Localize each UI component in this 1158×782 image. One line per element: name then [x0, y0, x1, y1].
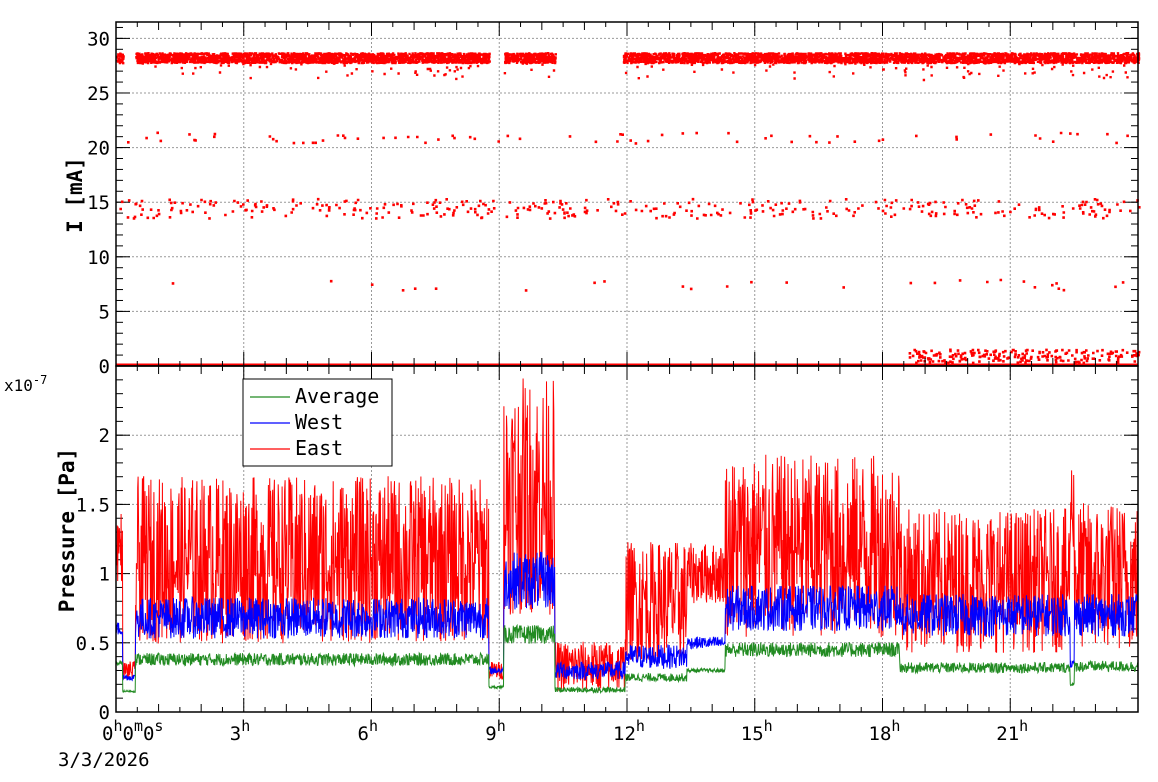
x-tick-label: 9h — [485, 717, 505, 745]
time-axis: 0h0m0s 3h 6h 9h 12h 15h 18h 21h — [102, 22, 1139, 745]
pressure-ytick-label: 0 — [99, 702, 110, 724]
pressure-ytick-label: 1 — [99, 564, 110, 586]
pressure-line-west — [115, 551, 1139, 682]
current-ytick-label: 5 — [99, 301, 110, 323]
x-tick-label: 3h — [230, 717, 250, 745]
legend-label-east: East — [295, 436, 343, 460]
current-ytick-label: 20 — [87, 138, 110, 160]
date-label: 3/3/2026 — [58, 749, 150, 771]
current-panel: 0 5 10 15 20 25 30 — [87, 21, 1141, 378]
legend-label-west: West — [295, 410, 343, 434]
current-scatter-level — [908, 348, 1141, 365]
pressure-panel: 0 0.5 1 1.5 2 — [76, 365, 1139, 724]
pressure-axis-title: Pressure [Pa] — [55, 448, 79, 612]
current-ytick-label: 0 — [99, 356, 110, 378]
current-ytick-label: 15 — [87, 192, 110, 214]
pressure-ytick-label: 1.5 — [76, 494, 110, 516]
pressure-exponent-label: x10-7 — [4, 373, 47, 395]
x-tick-label: 12h — [613, 717, 645, 745]
x-tick-label: 15h — [741, 717, 773, 745]
pressure-ytick-label: 0.5 — [76, 633, 110, 655]
legend-label-average: Average — [295, 384, 379, 408]
current-scatter-level — [127, 131, 1129, 145]
current-ytick-label: 30 — [87, 28, 110, 50]
current-ytick-label: 25 — [87, 83, 110, 105]
current-main-band — [116, 52, 1141, 82]
pressure-ytick-label: 2 — [99, 425, 110, 447]
current-axis-title: I [mA] — [63, 157, 87, 233]
x-tick-label: 6h — [358, 717, 378, 745]
current-ytick-label: 10 — [87, 247, 110, 269]
x-tick-label: 21h — [996, 717, 1028, 745]
current-scatter-level — [171, 278, 1125, 292]
x-tick-label: 18h — [869, 717, 901, 745]
x-tick-label: 0h0m0s — [102, 717, 163, 745]
pressure-line-avg — [115, 623, 1139, 695]
current-scatter-level — [119, 197, 1141, 220]
pressure-line-east — [115, 378, 1139, 691]
